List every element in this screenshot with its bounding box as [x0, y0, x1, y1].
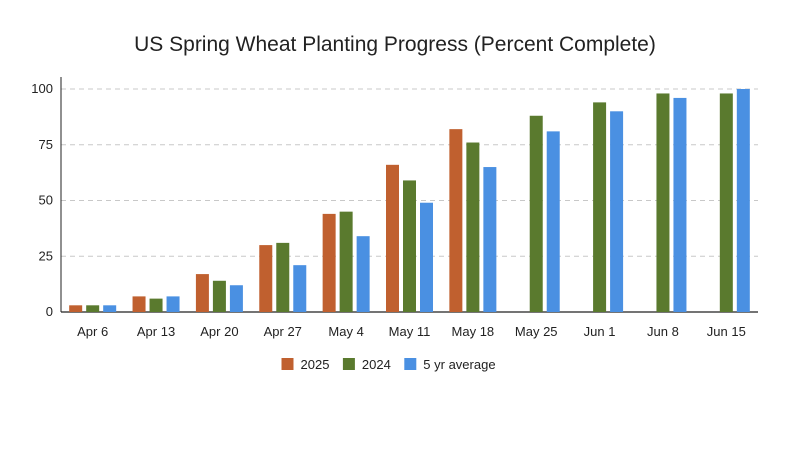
y-tick-label: 50 — [39, 193, 53, 208]
bar — [212, 280, 226, 312]
bar — [69, 305, 83, 312]
x-tick-label: Jun 1 — [584, 324, 616, 339]
bar — [719, 93, 733, 313]
bar — [529, 115, 543, 312]
legend-swatch — [281, 358, 294, 370]
bar — [149, 298, 163, 312]
y-tick-label: 0 — [46, 304, 53, 319]
bar — [166, 296, 180, 312]
legend-swatch — [404, 358, 417, 370]
x-tick-label: Jun 8 — [647, 324, 679, 339]
x-tick-label: Jun 15 — [707, 324, 746, 339]
legend-label: 2025 — [301, 357, 330, 372]
bar — [593, 102, 607, 312]
x-tick-label: Apr 20 — [200, 324, 238, 339]
bar — [610, 111, 624, 312]
x-tick-label: Apr 6 — [77, 324, 108, 339]
bar — [293, 265, 307, 312]
x-tick-label: Apr 13 — [137, 324, 175, 339]
bar — [195, 274, 209, 312]
bar — [132, 296, 146, 312]
bar — [322, 213, 336, 312]
x-tick-label: May 11 — [389, 324, 431, 339]
y-tick-label: 25 — [39, 248, 53, 263]
bar — [466, 142, 480, 312]
legend-label: 5 yr average — [423, 357, 495, 372]
bar — [403, 180, 416, 312]
bar — [656, 93, 670, 313]
legend-label: 2024 — [362, 357, 391, 372]
y-tick-label: 100 — [31, 81, 53, 96]
chart-title: US Spring Wheat Planting Progress (Perce… — [134, 33, 656, 56]
x-tick-label: Apr 27 — [264, 324, 302, 339]
bar — [86, 305, 100, 312]
y-tick-label: 75 — [39, 137, 53, 152]
bar — [483, 167, 497, 312]
bar — [546, 131, 560, 312]
x-tick-label: May 25 — [515, 324, 558, 339]
bar — [420, 202, 433, 312]
bar — [259, 245, 273, 312]
bar — [736, 89, 750, 312]
bar — [673, 97, 687, 312]
legend-swatch — [342, 358, 355, 370]
x-tick-label: May 18 — [452, 324, 495, 339]
bar — [449, 129, 463, 312]
bar — [386, 164, 399, 312]
bar — [229, 285, 243, 312]
bar — [103, 305, 117, 312]
bar — [339, 211, 353, 312]
bar — [356, 236, 370, 312]
x-tick-label: May 4 — [328, 324, 363, 339]
bar — [276, 242, 290, 312]
